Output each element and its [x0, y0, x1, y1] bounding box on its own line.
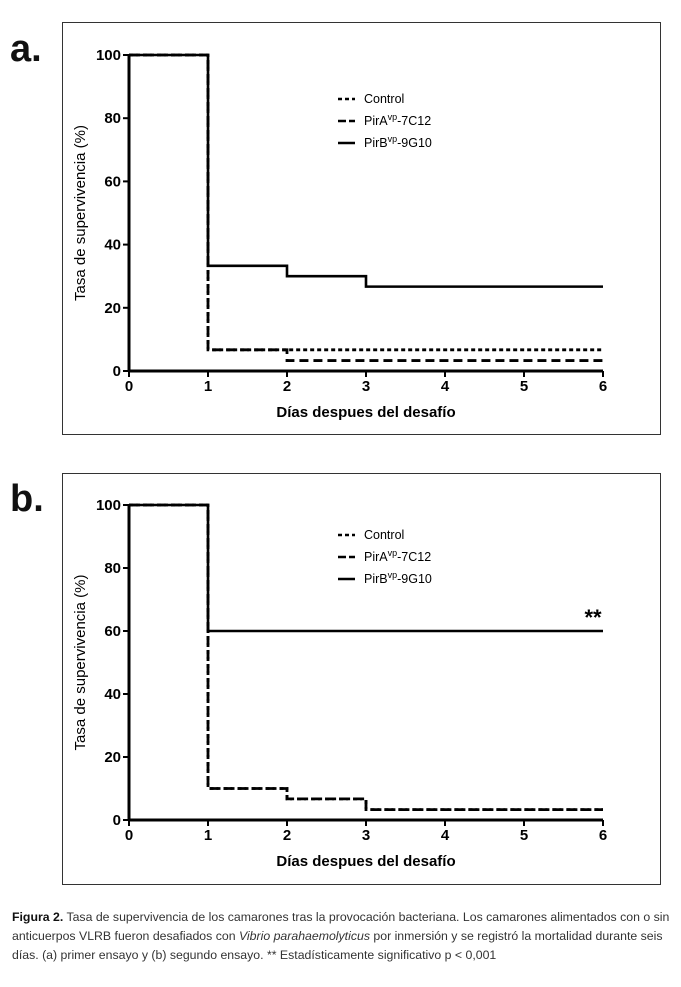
panel-a-label: a.	[10, 28, 42, 70]
legend-label: Control	[364, 528, 404, 542]
legend-label: PirAvp-7C12	[364, 112, 431, 128]
y-tick-label: 100	[96, 47, 121, 64]
y-tick-label: 80	[104, 560, 121, 577]
caption-text-1: Tasa de supervivencia de los camarones t…	[12, 910, 670, 943]
legend-label: PirBvp-9G10	[364, 570, 432, 586]
y-tick-label: 20	[104, 300, 121, 317]
x-tick-label: 6	[599, 378, 607, 395]
series-line-control	[129, 503, 603, 812]
series-line-pirb	[129, 53, 603, 288]
x-axis-label: Días despues del desafío	[276, 853, 455, 870]
x-tick-label: 0	[125, 827, 133, 844]
series-line-pirb	[129, 503, 603, 633]
x-tick-label: 2	[283, 378, 291, 395]
series-line-control	[129, 53, 603, 352]
y-tick-label: 40	[104, 237, 121, 254]
series-line-pira	[129, 53, 603, 362]
x-tick-label: 1	[204, 827, 212, 844]
figure-caption: Figura 2. Tasa de supervivencia de los c…	[12, 908, 680, 965]
legend-label: PirAvp-7C12	[364, 548, 431, 564]
y-tick-label: 20	[104, 749, 121, 766]
x-tick-label: 4	[441, 827, 450, 844]
legend-label: Control	[364, 92, 404, 106]
x-tick-label: 6	[599, 827, 607, 844]
significance-annotation: **	[584, 605, 602, 630]
x-tick-label: 0	[125, 378, 133, 395]
x-tick-label: 3	[362, 827, 370, 844]
caption-label: Figura 2.	[12, 910, 64, 924]
y-tick-label: 40	[104, 686, 121, 703]
x-tick-label: 1	[204, 378, 212, 395]
y-tick-label: 80	[104, 110, 121, 127]
x-tick-label: 5	[520, 827, 528, 844]
y-axis-label: Tasa de supervivencia (%)	[72, 575, 89, 751]
panel-b-label: b.	[10, 478, 44, 520]
y-tick-label: 60	[104, 173, 121, 190]
y-tick-label: 0	[113, 363, 121, 380]
x-tick-label: 2	[283, 827, 291, 844]
x-tick-label: 5	[520, 378, 528, 395]
legend-label: PirBvp-9G10	[364, 134, 432, 150]
y-axis-label: Tasa de supervivencia (%)	[72, 125, 89, 301]
y-tick-label: 100	[96, 497, 121, 514]
x-tick-label: 4	[441, 378, 450, 395]
x-axis-label: Días despues del desafío	[276, 404, 455, 421]
x-tick-label: 3	[362, 378, 370, 395]
y-tick-label: 60	[104, 623, 121, 640]
panel-b: 0 1 2 3 4 5 6 0 20 40 60 80 100 Días despues del desa…	[62, 473, 661, 885]
y-tick-label: 0	[113, 812, 121, 829]
caption-text-2: por inmersión y se registró la mortalida…	[12, 929, 663, 962]
caption-italic: Vibrio parahaemolyticus	[238, 929, 370, 943]
panel-a: 0 1 2 3 4 5 6 0 20 40 60 80 100 Días despues del desa…	[62, 22, 661, 435]
